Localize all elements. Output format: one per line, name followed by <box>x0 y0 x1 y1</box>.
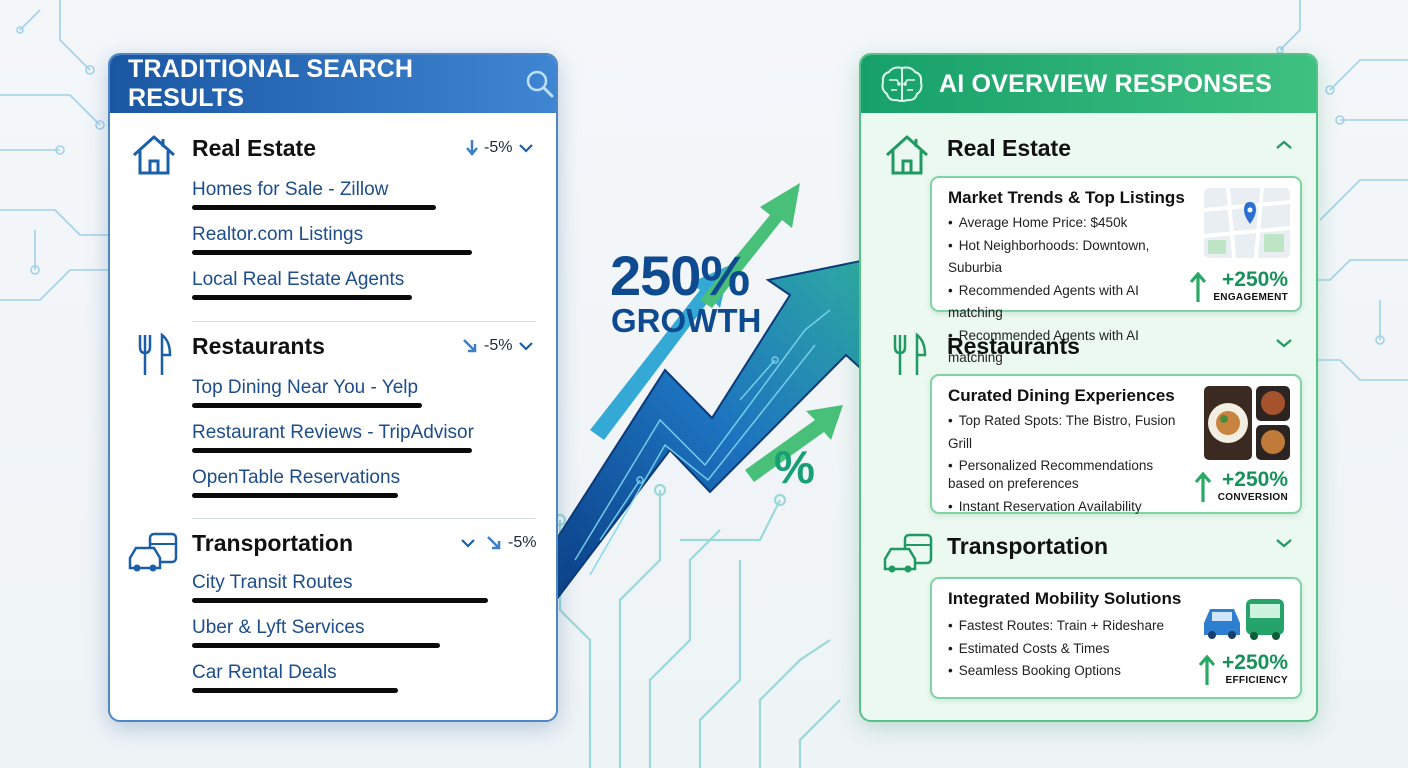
brain-icon <box>881 66 923 102</box>
card-bullets: • Top Rated Spots: The Bistro, Fusion Gri… <box>948 410 1188 519</box>
card-bullets: • Average Home Price: $450k • Hot Neighbor… <box>948 212 1196 370</box>
section-divider <box>192 518 536 519</box>
card-title: Market Trends & Top Listings <box>948 188 1185 207</box>
result-bar <box>192 205 436 210</box>
search-result-link[interactable]: Homes for Sale - Zillow <box>192 179 389 200</box>
trend-down-arrow <box>466 140 478 156</box>
percent-symbol: % <box>774 441 815 493</box>
metric-badge: +250% ENGAGEMENT <box>1190 268 1288 303</box>
growth-number: 250% <box>610 244 750 307</box>
fork-knife-icon <box>138 332 172 375</box>
bullet-item: • Top Rated Spots: The Bistro, Fusion Gri… <box>948 413 1176 451</box>
metric-value: +250% <box>1222 468 1288 491</box>
traditional-panel-header: TRADITIONAL SEARCH RESULTS <box>110 55 556 113</box>
search-result-link[interactable]: City Transit Routes <box>192 572 353 593</box>
ai-overview-panel: AI OVERVIEW RESPONSES Real Estate Market… <box>859 53 1318 722</box>
search-result-link[interactable]: Car Rental Deals <box>192 662 337 683</box>
chevron-down-icon[interactable] <box>460 537 476 549</box>
trend-down-arrow <box>487 536 501 550</box>
ai-panel-title: AI OVERVIEW RESPONSES <box>939 69 1272 98</box>
section-title: Real Estate <box>947 135 1072 161</box>
food-thumbnail <box>1204 386 1290 460</box>
metric-badge: +250% EFFICIENCY <box>1198 651 1288 686</box>
result-bar <box>192 493 398 498</box>
result-bar <box>192 643 440 648</box>
metric-value: +250% <box>1222 651 1288 674</box>
traditional-search-panel: TRADITIONAL SEARCH RESULTS Real Estate -… <box>108 53 558 722</box>
metric-label: ENGAGEMENT <box>1213 292 1288 303</box>
result-bar <box>192 403 422 408</box>
growth-word: GROWTH <box>611 302 762 339</box>
fork-knife-icon <box>893 332 927 375</box>
trend-value: -5% <box>508 534 537 551</box>
trend-indicator: -5% <box>462 337 534 355</box>
search-result-link[interactable]: Uber & Lyft Services <box>192 617 365 638</box>
ai-panel-header: AI OVERVIEW RESPONSES <box>861 55 1316 113</box>
search-result-link[interactable]: Top Dining Near You - Yelp <box>192 377 419 398</box>
bullet-item: • Seamless Booking Options <box>948 663 1121 678</box>
bullet-item: • Instant Reservation Availability <box>948 499 1142 514</box>
card-bullets: • Fastest Routes: Train + Rideshare • Esti… <box>948 615 1196 683</box>
chevron-up-icon[interactable] <box>1275 139 1293 151</box>
bullet-item: • Average Home Price: $450k <box>948 215 1128 230</box>
chevron-down-icon[interactable] <box>518 340 534 352</box>
result-bar <box>192 598 488 603</box>
trend-value: -5% <box>484 139 513 156</box>
result-bar <box>192 688 398 693</box>
metric-value: +250% <box>1222 268 1288 291</box>
ai-card[interactable]: Integrated Mobility Solutions • Fastest R… <box>930 577 1302 699</box>
metric-badge: +250% CONVERSION <box>1194 468 1288 503</box>
chevron-down-icon[interactable] <box>1275 337 1293 349</box>
metric-label: EFFICIENCY <box>1225 675 1288 686</box>
bullet-item: • Recommended Agents with AI matching <box>948 327 1139 366</box>
bullet-item: • Recommended Agents with AI matching <box>948 282 1139 321</box>
bullet-item: • Estimated Costs & Times <box>948 640 1110 656</box>
bullet-item: • Fastest Routes: Train + Rideshare <box>948 618 1164 633</box>
up-arrow-icon <box>1190 272 1207 302</box>
house-icon <box>132 135 176 175</box>
chevron-down-icon[interactable] <box>518 142 534 154</box>
trend-down-arrow <box>463 339 477 353</box>
section-title: Real Estate <box>192 135 317 161</box>
trend-indicator: -5% <box>466 139 534 157</box>
bullet-item: • Personalized Recommendations based on p… <box>948 458 1154 491</box>
section-title: Transportation <box>192 530 354 556</box>
trend-indicator: -5% <box>460 534 536 552</box>
chevron-down-icon[interactable] <box>1275 537 1293 549</box>
ai-card[interactable]: Curated Dining Experiences • Top Rated Sp… <box>930 374 1302 514</box>
up-arrow-icon <box>1198 655 1216 685</box>
card-title: Integrated Mobility Solutions <box>948 589 1182 608</box>
result-bar <box>192 448 472 453</box>
search-result-link[interactable]: Restaurant Reviews - TripAdvisor <box>192 422 474 443</box>
search-result-link[interactable]: OpenTable Reservations <box>192 467 401 488</box>
house-icon <box>885 135 929 175</box>
search-icon[interactable] <box>524 68 556 100</box>
car-bus-icon <box>1204 599 1284 640</box>
vehicles-icon <box>128 532 178 572</box>
result-bar <box>192 295 412 300</box>
ai-card[interactable]: Market Trends & Top Listings • Average Ho… <box>930 176 1302 365</box>
search-result-link[interactable]: Realtor.com Listings <box>192 224 364 245</box>
metric-label: CONVERSION <box>1217 492 1288 503</box>
map-thumbnail <box>1204 188 1290 258</box>
bullet-item: • Hot Neighborhoods: Downtown, Suburbia <box>948 237 1150 276</box>
search-result-link[interactable]: Local Real Estate Agents <box>192 269 405 290</box>
section-title: Transportation <box>947 533 1109 559</box>
card-title: Curated Dining Experiences <box>948 386 1175 405</box>
up-arrow-icon <box>1194 472 1211 502</box>
result-bar <box>192 250 472 255</box>
vehicles-icon <box>883 533 933 573</box>
section-title: Restaurants <box>947 333 1080 359</box>
section-divider <box>192 321 536 322</box>
traditional-panel-title: TRADITIONAL SEARCH RESULTS <box>128 55 414 112</box>
trend-value: -5% <box>484 337 513 354</box>
section-title: Restaurants <box>192 333 325 359</box>
